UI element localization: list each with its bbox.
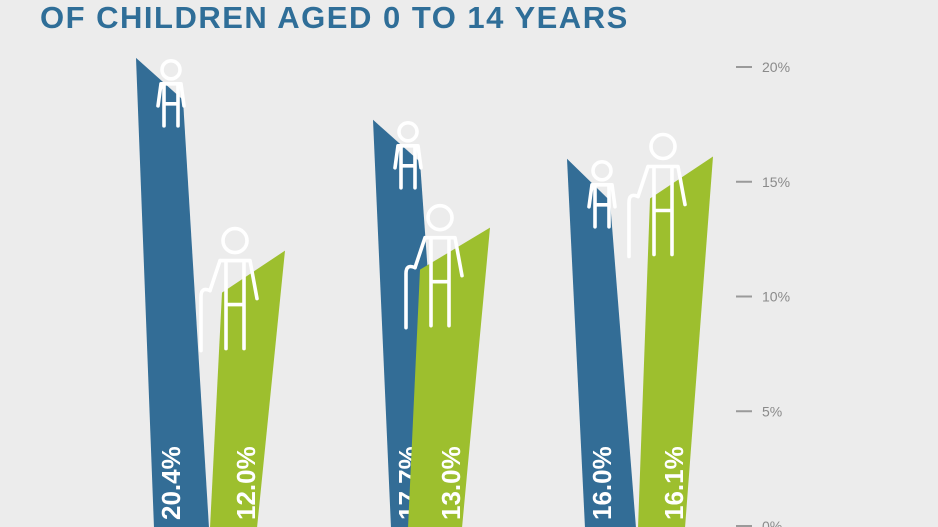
elderly-person-with-cane-icon	[404, 203, 464, 330]
y-tick-label: 5%	[762, 403, 782, 419]
bar-group: 13.0%	[404, 203, 490, 527]
bar-group: 20.4%	[136, 57, 209, 527]
figure-group	[156, 59, 186, 128]
figure-group	[627, 132, 687, 259]
y-tick-label: 0%	[762, 518, 782, 527]
value-label-children: 20.4%	[156, 446, 186, 520]
bar-group: 16.1%	[627, 132, 713, 527]
elderly-person-with-cane-icon	[199, 226, 259, 353]
y-axis: 0% 5% 10% 15% 20%	[736, 59, 790, 527]
value-label-elderly: 16.1%	[659, 446, 689, 520]
child-icon	[156, 59, 186, 128]
y-tick-label: 20%	[762, 59, 790, 75]
figure-group	[199, 226, 259, 353]
y-tick-label: 15%	[762, 174, 790, 190]
elderly-person-with-cane-icon	[627, 132, 687, 259]
figure-group	[404, 203, 464, 330]
bar-children	[136, 57, 209, 527]
bar-group: 16.0%	[567, 158, 636, 527]
bar-elderly	[210, 250, 285, 527]
figure-group	[587, 160, 617, 229]
bar-group: 12.0%	[199, 226, 285, 527]
value-label-elderly: 12.0%	[231, 446, 261, 520]
value-label-children: 16.0%	[587, 446, 617, 520]
value-label-elderly: 13.0%	[436, 446, 466, 520]
bar-elderly	[638, 156, 713, 527]
bar-elderly	[408, 227, 490, 527]
figure-group	[393, 120, 423, 190]
child-icon	[587, 160, 617, 229]
chart-title: OF CHILDREN AGED 0 TO 14 YEARS	[40, 0, 629, 35]
child-icon	[393, 120, 423, 190]
bar-children	[567, 158, 636, 527]
bars: 20.4% 12.0% 17.7% 13.0% 16.0% 16.1%	[136, 57, 713, 527]
y-tick-label: 10%	[762, 289, 790, 305]
